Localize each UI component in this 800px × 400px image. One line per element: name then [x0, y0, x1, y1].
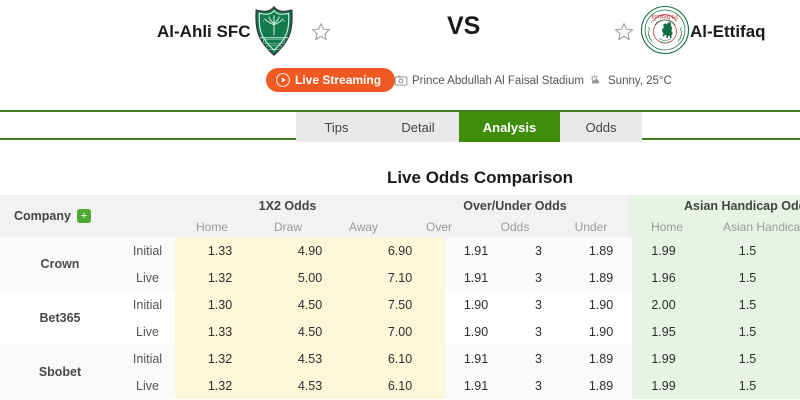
svg-text:✦: ✦ [262, 19, 265, 23]
svg-text:ETTIFAQ F.C: ETTIFAQ F.C [652, 15, 680, 20]
svg-text:✦: ✦ [283, 19, 286, 23]
